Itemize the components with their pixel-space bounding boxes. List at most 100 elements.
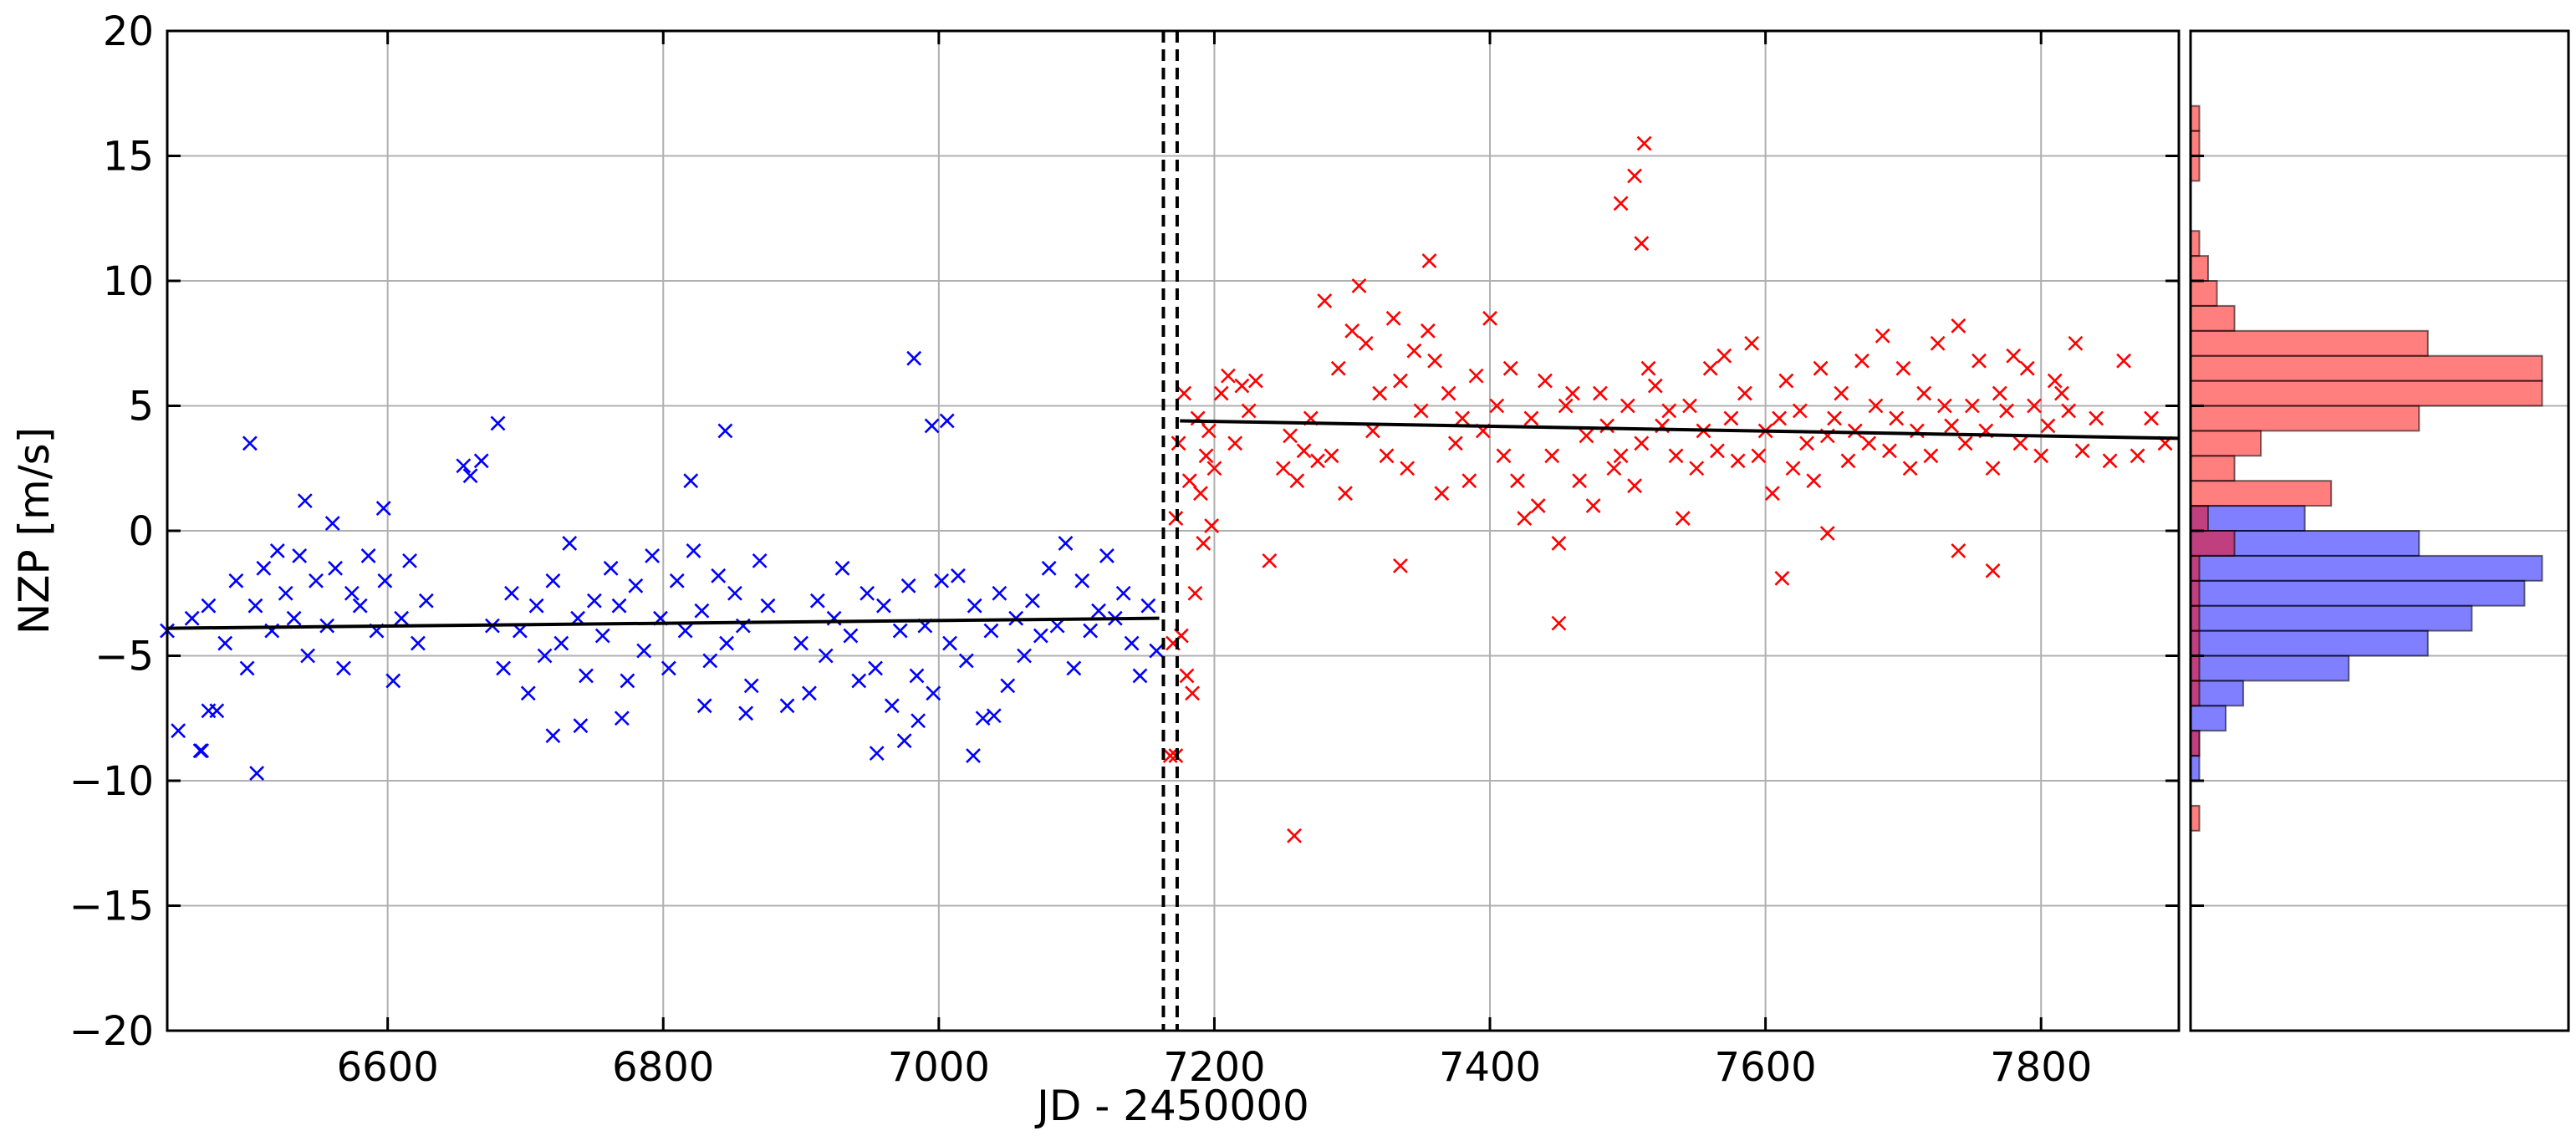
red-data-point [1296, 443, 1312, 459]
red-data-point [1213, 385, 1229, 401]
red-histogram-bar [2190, 505, 2210, 532]
y-axis-label: NZP [m/s] [10, 427, 59, 634]
blue-data-point [752, 553, 768, 568]
blue-data-point [958, 653, 974, 669]
red-data-point [1957, 436, 1973, 451]
blue-data-point [352, 598, 368, 614]
blue-data-point [909, 668, 925, 684]
red-data-point [1744, 335, 1760, 351]
red-data-point [1538, 373, 1553, 389]
red-data-point [1951, 543, 1966, 558]
y-tick-label: 20 [103, 8, 154, 55]
blue-histogram-bar [2190, 755, 2201, 782]
red-data-point [1372, 385, 1388, 401]
blue-data-point [242, 436, 258, 451]
blue-data-point [702, 653, 718, 669]
blue-data-point [1000, 678, 1016, 694]
blue-data-point [983, 623, 999, 639]
red-data-point [1523, 410, 1539, 426]
red-data-point [1923, 448, 1939, 464]
blue-histogram-bar [2190, 554, 2543, 582]
red-data-point [2116, 353, 2131, 369]
blue-data-point [603, 560, 619, 576]
red-histogram-bar [2190, 430, 2262, 457]
blue-data-point [884, 698, 900, 714]
blue-data-point [490, 415, 506, 431]
blue-data-point [217, 635, 233, 651]
blue-data-point [411, 635, 426, 651]
red-data-point [1385, 310, 1401, 326]
blue-data-point [297, 493, 313, 509]
blue-data-point [328, 560, 343, 576]
red-data-point [1317, 293, 1333, 308]
red-data-point [1455, 410, 1470, 426]
red-histogram-bar [2190, 530, 2236, 557]
blue-data-point [924, 418, 940, 434]
red-data-point [1198, 448, 1214, 464]
blue-data-point [194, 743, 210, 759]
red-data-point [1834, 385, 1849, 401]
blue-data-point [611, 598, 627, 614]
red-data-point [1951, 318, 1966, 334]
red-data-point [1181, 473, 1197, 489]
red-data-point [1636, 135, 1652, 151]
blue-histogram-bar [2190, 629, 2429, 657]
red-data-point [1806, 473, 1822, 489]
red-data-point [1338, 486, 1353, 502]
red-data-point [1916, 385, 1932, 401]
red-data-point [1778, 373, 1794, 389]
blue-data-point [900, 578, 916, 593]
blue-data-point [1049, 618, 1065, 634]
red-data-point [1799, 436, 1814, 451]
red-data-point [1647, 378, 1663, 394]
red-histogram-bar [2190, 130, 2201, 157]
red-data-point [1324, 448, 1339, 464]
blue-histogram-bar [2190, 604, 2473, 632]
red-data-point [1489, 398, 1505, 414]
red-data-point [2006, 348, 2022, 364]
red-histogram-bar [2190, 480, 2333, 507]
x-tick-label: 7200 [1163, 1044, 1265, 1091]
red-data-point [1544, 448, 1560, 464]
red-data-point [1204, 518, 1220, 533]
red-data-point [1176, 385, 1192, 401]
y-tick-label: −10 [69, 758, 154, 805]
blue-histogram-bar [2190, 705, 2227, 732]
red-data-point [1861, 436, 1877, 451]
blue-data-point [743, 678, 759, 694]
y-tick-label: −5 [94, 634, 154, 680]
red-data-point [1496, 448, 1512, 464]
trend-line [1180, 419, 2180, 441]
red-data-point [1875, 328, 1890, 344]
red-data-point [1985, 563, 2001, 578]
red-data-point [1930, 335, 1946, 351]
red-data-point [1640, 360, 1656, 376]
blue-data-point [1140, 598, 1156, 614]
red-data-point [1627, 478, 1642, 494]
red-data-point [1634, 436, 1650, 451]
red-data-point [1530, 498, 1546, 514]
y-tick-label: −15 [69, 884, 154, 930]
red-data-point [1441, 385, 1456, 401]
blue-data-point [537, 648, 553, 664]
red-histogram-bar [2190, 455, 2236, 482]
red-histogram-bar [2190, 255, 2210, 283]
blue-data-point [843, 628, 859, 644]
red-data-point [1592, 385, 1608, 401]
blue-data-point [809, 593, 825, 609]
blue-data-point [911, 713, 926, 729]
blue-data-point [360, 548, 376, 563]
blue-data-point [309, 573, 324, 588]
x-tick-label: 6800 [612, 1044, 714, 1091]
red-histogram-bar [2190, 579, 2201, 607]
blue-data-point [779, 698, 795, 714]
red-data-point [1964, 398, 1980, 414]
red-data-point [1187, 585, 1203, 601]
blue-data-point [738, 705, 754, 721]
blue-data-point [677, 623, 693, 639]
blue-data-point [760, 598, 776, 614]
blue-data-point [249, 766, 265, 781]
red-data-point [1275, 461, 1291, 476]
red-data-point [1434, 486, 1450, 502]
